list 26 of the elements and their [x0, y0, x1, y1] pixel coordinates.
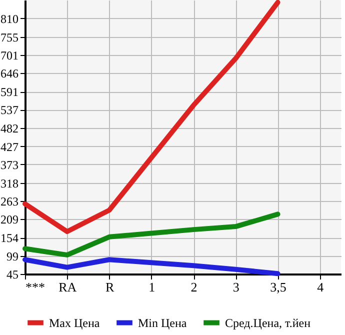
y-tick-label: 537	[0, 103, 18, 118]
y-tick-label: 99	[6, 249, 18, 264]
y-tick-label: 263	[0, 194, 18, 209]
legend-label: Min Цена	[138, 316, 188, 330]
y-tick-label: 154	[0, 231, 18, 246]
y-tick-label: 646	[0, 66, 18, 81]
y-tick-label: 209	[0, 212, 18, 227]
x-tick-label: ***	[26, 280, 45, 294]
legend-label: Max Цена	[49, 316, 100, 330]
x-tick-label: 3,5	[270, 280, 286, 294]
x-tick-label: RA	[58, 280, 78, 294]
y-tick-label: 318	[0, 176, 18, 190]
x-tick-label: 2	[190, 280, 198, 294]
x-tick-label: R	[105, 280, 114, 294]
y-tick-label: 45	[6, 268, 18, 282]
y-tick-label: 427	[0, 140, 18, 154]
x-tick-label: 4	[317, 280, 324, 294]
y-tick-label: 373	[0, 158, 18, 172]
x-tick-label: 3	[232, 280, 240, 294]
y-tick-label: 755	[0, 30, 18, 44]
legend-label: Сред.Цена, т.йен	[225, 316, 312, 330]
x-tick-label: 1	[148, 280, 156, 294]
y-tick-label: 591	[0, 85, 18, 100]
y-tick-label: 810	[0, 12, 18, 26]
y-tick-label: 482	[0, 121, 18, 136]
y-tick-label: 701	[0, 48, 18, 62]
